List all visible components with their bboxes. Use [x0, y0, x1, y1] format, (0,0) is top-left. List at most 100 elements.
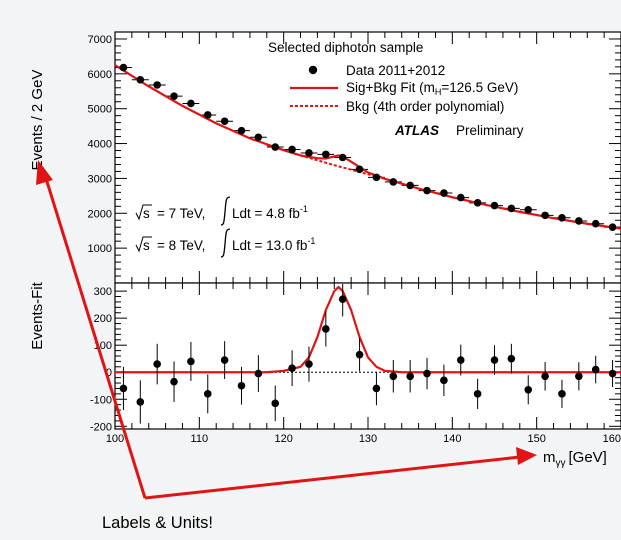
annotation-caption: Labels & Units!	[102, 514, 213, 532]
top-data-point	[271, 143, 280, 151]
lumi-8: Ldt = 13.0 fb-1	[232, 236, 315, 253]
x-ticks: 100 110 120 130 140 150 160	[106, 32, 621, 445]
lumi-8-text: Ldt = 13.0 fb	[232, 238, 307, 253]
residual-point	[338, 295, 347, 304]
bottom-y-tick-label: -200	[90, 421, 112, 433]
residual-point	[119, 384, 128, 393]
residual-point	[473, 390, 482, 398]
preliminary-label: Preliminary	[456, 123, 524, 138]
arrowhead-x	[516, 447, 537, 465]
top-data-point	[338, 153, 347, 162]
top-data-point	[608, 223, 617, 232]
top-data-point	[220, 117, 229, 126]
residual-point	[541, 372, 549, 381]
top-data-point	[591, 219, 600, 228]
bottom-y-axis-title: Events-Fit	[29, 281, 46, 349]
residual-point	[288, 364, 296, 372]
x-axis-unit: [GeV]	[569, 449, 607, 466]
residual-point	[591, 365, 600, 374]
top-data-point	[456, 193, 465, 202]
x-tick-label: 120	[274, 433, 292, 445]
top-y-tick-label: 1000	[88, 243, 112, 255]
legend-data-label: Data 2011+2012	[346, 63, 445, 78]
residual-point	[423, 369, 431, 378]
residual-point	[322, 325, 330, 333]
top-data-point	[575, 217, 583, 225]
legend-fit-text: Sig+Bkg Fit (m	[346, 80, 435, 95]
top-plot-frame	[114, 31, 621, 284]
top-data-point	[541, 211, 549, 220]
top-data-point	[153, 81, 161, 89]
residual-point	[187, 357, 195, 366]
lumi-7: Ldt = 4.8 fb-1	[232, 204, 308, 221]
sqrt-s-1: s	[143, 206, 150, 221]
top-data-point	[203, 111, 212, 119]
bottom-y-tick-label: 0	[106, 367, 112, 379]
x-axis-symbol: m	[543, 449, 556, 466]
x-tick-label: 150	[527, 433, 545, 445]
residual-point	[389, 372, 398, 381]
top-data-point	[254, 133, 263, 142]
residual-point	[406, 372, 414, 381]
sqrt-sign-2	[135, 236, 152, 253]
residual-point	[575, 372, 583, 381]
integral-1	[220, 196, 231, 226]
residual-point	[456, 356, 465, 364]
top-y-tick-label: 6000	[88, 69, 112, 81]
top-data-point	[237, 126, 246, 135]
bottom-y-tick-label: -100	[90, 394, 112, 406]
x-tick-label: 140	[443, 433, 461, 445]
x-tick-label: 130	[359, 433, 377, 445]
bottom-y-tick-label: 300	[94, 286, 112, 298]
atlas-label: ATLAS	[394, 123, 439, 138]
lumi-line-2: s = 8 TeV, Ldt = 13.0 fb-1	[135, 228, 315, 258]
top-data-point	[119, 63, 128, 72]
top-data-point	[524, 205, 533, 214]
top-y-tick-label: 2000	[88, 208, 112, 220]
arrow-to-y-axis	[42, 171, 147, 499]
lumi-7-exp: -1	[300, 204, 308, 214]
lumi-8-exp: -1	[307, 236, 315, 246]
sqrt-sign-1	[135, 204, 152, 221]
residual-point	[136, 398, 145, 406]
residual-point	[355, 350, 364, 359]
residual-point	[558, 390, 566, 398]
residual-point	[271, 399, 280, 408]
lumi-line-1: s = 7 TeV, Ldt = 4.8 fb-1	[135, 196, 308, 226]
top-data-point	[558, 214, 566, 222]
residual-point	[203, 390, 212, 398]
bottom-y-tick-label: 200	[94, 313, 112, 325]
legend-bkg-label: Bkg (4th order polynomial)	[346, 99, 504, 114]
top-y-tick-label: 5000	[88, 104, 112, 116]
top-data-point	[170, 92, 178, 100]
top-data-point	[389, 178, 398, 186]
lumi-7-text: Ldt = 4.8 fb	[232, 206, 300, 221]
top-y-tick-label: 4000	[88, 139, 112, 151]
legend-fit-sub: H	[435, 87, 442, 97]
legend-fit-label: Sig+Bkg Fit (mH=126.5 GeV)	[346, 80, 518, 97]
sqrt-s-2: s	[143, 238, 150, 253]
residual-point	[237, 381, 246, 390]
energy-8: = 8 TeV,	[157, 238, 205, 253]
annotation-arrows	[36, 160, 537, 500]
residual-point	[153, 360, 161, 368]
x-axis-title: mγγ [GeV]	[543, 449, 607, 469]
top-y-tick-label: 7000	[88, 34, 112, 46]
x-tick-label: 100	[106, 433, 124, 445]
top-data-point	[473, 199, 482, 207]
top-fit-curves	[114, 63, 621, 232]
x-tick-label: 110	[191, 433, 209, 445]
x-tick-label: 160	[603, 433, 621, 445]
arrow-to-x-axis	[144, 455, 521, 500]
residual-point	[254, 369, 263, 378]
top-data-point	[440, 189, 448, 197]
residual-point	[305, 360, 313, 368]
top-data-point	[490, 201, 499, 210]
residual-point	[170, 377, 178, 386]
top-data-point	[406, 181, 414, 190]
residual-point	[372, 384, 381, 393]
top-y-ticks: 1000 2000 3000 4000 5000 6000 7000	[88, 34, 621, 277]
